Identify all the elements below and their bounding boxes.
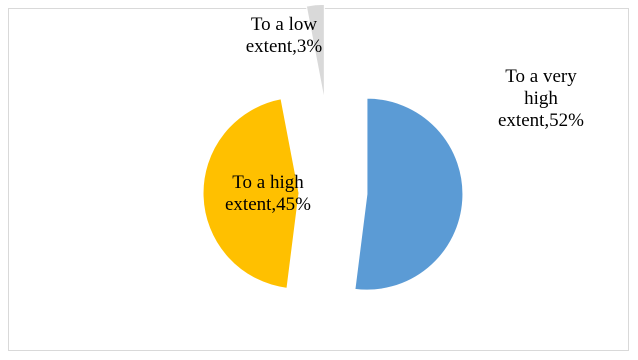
slice-label-line: extent,52% — [498, 110, 584, 131]
slice-label-2: To a high extent,45% — [225, 172, 311, 215]
slice-label-line: extent,45% — [225, 194, 311, 215]
pie-slice-2 — [202, 98, 300, 289]
pie-slice-3 — [305, 3, 325, 101]
slice-label-3: To a low extent,3% — [246, 14, 323, 57]
slice-label-line: To a low — [251, 14, 317, 35]
slice-label-line: extent,3% — [246, 36, 323, 57]
slice-label-1: To a very high extent,52% — [498, 66, 584, 131]
slice-label-line: high — [524, 88, 558, 109]
pie-slice-1 — [354, 97, 464, 291]
slice-label-line: To a high — [232, 172, 304, 193]
slice-label-line: To a very — [505, 66, 577, 87]
